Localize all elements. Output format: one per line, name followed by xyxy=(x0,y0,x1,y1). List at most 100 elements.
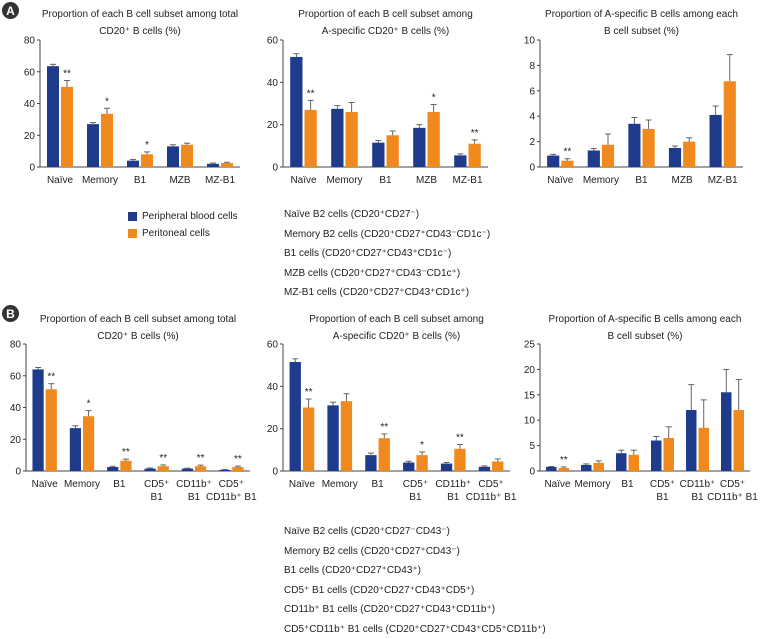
chart-a1-y-tick-label: 60 xyxy=(24,67,36,78)
chart-b2-significance-label: * xyxy=(420,440,424,451)
chart-a2-bar-peripheral xyxy=(413,128,425,167)
chart-a2-bar-peripheral xyxy=(290,57,302,167)
chart-a3-bar-peritoneal xyxy=(602,145,614,167)
chart-b3-x-tick-label: CD11b⁺ xyxy=(680,479,716,490)
chart-a2-bar-peripheral xyxy=(331,109,343,167)
chart-a2: Proportion of each B cell subset amongA-… xyxy=(267,9,488,186)
chart-a2-significance-label: ** xyxy=(471,128,479,139)
chart-b3-bar-peritoneal xyxy=(734,410,745,471)
chart-b2-bar-peritoneal xyxy=(379,438,390,471)
chart-a3-y-tick-label: 2 xyxy=(529,137,535,148)
chart-a2-y-tick-label: 0 xyxy=(272,163,278,174)
chart-b3-bar-peripheral xyxy=(581,465,592,471)
definition-b-naive: Naïve B2 cells (CD20⁺CD27⁻CD43⁻) xyxy=(284,522,546,542)
chart-b1-bar-peritoneal xyxy=(120,461,131,471)
chart-b2-x-tick-label: B1 xyxy=(447,492,460,503)
chart-b3-y-tick-label: 10 xyxy=(524,416,536,427)
chart-a2-bar-peripheral xyxy=(454,155,466,167)
chart-a1-bar-peritoneal xyxy=(61,87,73,167)
chart-b1-significance-label: * xyxy=(87,399,91,410)
legend-label-peritoneal: Peritoneal cells xyxy=(142,228,210,239)
chart-b1-significance-label: ** xyxy=(234,454,242,465)
chart-a1-bar-peripheral xyxy=(127,161,139,167)
chart-a2-bar-peritoneal xyxy=(469,144,481,167)
definition-b-cd11b-b1: CD11b⁺ B1 cells (CD20⁺CD27⁺CD43⁺CD11b⁺) xyxy=(284,600,546,620)
chart-a1-y-tick-label: 0 xyxy=(29,163,35,174)
chart-b1-x-tick-label: B1 xyxy=(151,492,164,503)
chart-b2-x-tick-label: CD11b⁺ B1 xyxy=(466,492,517,503)
chart-b2-x-tick-label: CD5⁺ xyxy=(403,479,428,490)
chart-a2-y-tick-label: 20 xyxy=(267,120,279,131)
chart-a2-bar-peritoneal xyxy=(305,110,317,167)
chart-b1-significance-label: ** xyxy=(122,447,130,458)
chart-b3-bar-peritoneal xyxy=(594,463,605,471)
chart-b1-bar-peritoneal xyxy=(158,466,169,471)
chart-a3-x-tick-label: MZB xyxy=(672,175,693,186)
chart-b2-x-tick-label: CD11b⁺ xyxy=(435,479,471,490)
chart-b3-x-tick-label: Naïve xyxy=(544,479,571,490)
chart-a1-x-tick-label: MZ-B1 xyxy=(205,175,235,186)
chart-a3-bar-peritoneal xyxy=(643,129,655,167)
chart-b1-x-tick-label: CD11b⁺ xyxy=(176,479,212,490)
chart-b1-bar-peritoneal xyxy=(232,467,243,471)
chart-b3-y-tick-label: 0 xyxy=(529,467,535,478)
chart-a2-x-tick-label: MZB xyxy=(416,175,437,186)
panel-label-a: A xyxy=(2,2,19,19)
chart-b1-x-tick-label: CD5⁺ xyxy=(219,479,244,490)
definition-a-memory: Memory B2 cells (CD20⁺CD27⁺CD43⁻CD1c⁻) xyxy=(284,225,490,245)
chart-b3-x-tick-label: B1 xyxy=(621,479,634,490)
chart-b2-bar-peripheral xyxy=(327,405,338,471)
chart-b1-x-tick-label: CD11b⁺ B1 xyxy=(206,492,257,503)
chart-a1-significance-label: ** xyxy=(63,68,71,79)
legend-item-peritoneal: Peritoneal cells xyxy=(128,225,238,242)
chart-b1-significance-label: ** xyxy=(47,372,55,383)
chart-b1-bar-peritoneal xyxy=(46,389,57,471)
chart-a1-bar-peritoneal xyxy=(101,114,113,167)
chart-a3-title-line-1: Proportion of A-specific B cells among e… xyxy=(545,9,738,20)
chart-b3-x-tick-label: Memory xyxy=(574,479,610,490)
chart-b3-bar-peripheral xyxy=(651,441,662,471)
chart-b1-y-tick-label: 60 xyxy=(10,371,22,382)
chart-a3-bar-peritoneal xyxy=(683,142,695,167)
chart-b2-bar-peritoneal xyxy=(492,461,503,471)
chart-a3: Proportion of A-specific B cells among e… xyxy=(524,9,743,186)
panel-label-b: B xyxy=(2,305,19,322)
chart-b1-y-tick-label: 20 xyxy=(10,435,22,446)
legend-swatch-peritoneal xyxy=(128,229,137,238)
chart-a1: Proportion of each B cell subset among t… xyxy=(24,9,240,186)
chart-b2-bar-peripheral xyxy=(479,467,490,471)
chart-a2-title-line-1: Proportion of each B cell subset among xyxy=(298,9,473,20)
chart-b2-x-tick-label: CD5⁺ xyxy=(478,479,503,490)
chart-a1-bar-peripheral xyxy=(207,164,219,167)
chart-a3-bar-peripheral xyxy=(710,115,722,167)
chart-b3-significance-label: ** xyxy=(560,455,568,466)
chart-b1-title-line-1: Proportion of each B cell subset among t… xyxy=(40,314,236,325)
chart-a3-y-tick-label: 4 xyxy=(529,112,535,123)
chart-b2-y-tick-label: 20 xyxy=(267,424,279,435)
chart-a1-x-tick-label: Memory xyxy=(82,175,118,186)
chart-a3-x-tick-label: B1 xyxy=(635,175,648,186)
chart-a2-bar-peritoneal xyxy=(387,135,399,167)
chart-b1-bar-peripheral xyxy=(219,470,230,471)
chart-a2-x-tick-label: Naïve xyxy=(290,175,317,186)
chart-b1-x-tick-label: CD5⁺ xyxy=(144,479,169,490)
chart-a1-x-tick-label: MZB xyxy=(169,175,190,186)
chart-a3-y-tick-label: 0 xyxy=(529,163,535,174)
chart-b3-title-line-2: B cell subset (%) xyxy=(607,331,682,342)
chart-b2-bar-peripheral xyxy=(290,362,301,471)
definition-a-naive: Naïve B2 cells (CD20⁺CD27⁻) xyxy=(284,205,490,225)
chart-b2-y-tick-label: 0 xyxy=(272,467,278,478)
chart-a2-significance-label: * xyxy=(432,93,436,104)
chart-b2-y-tick-label: 60 xyxy=(267,340,279,351)
chart-b2-bar-peripheral xyxy=(365,455,376,471)
chart-b3-bar-peritoneal xyxy=(559,468,570,471)
chart-b3-bar-peripheral xyxy=(686,410,697,471)
chart-b2-x-tick-label: B1 xyxy=(371,479,384,490)
legend: Peripheral blood cells Peritoneal cells xyxy=(128,208,238,242)
chart-a2-y-tick-label: 60 xyxy=(267,36,279,47)
definition-a-mzb: MZB cells (CD20⁺CD27⁺CD43⁻CD1c⁺) xyxy=(284,264,490,284)
chart-a1-x-tick-label: Naïve xyxy=(47,175,74,186)
chart-a1-significance-label: * xyxy=(105,96,109,107)
chart-b3-x-tick-label: CD5⁺ xyxy=(720,479,745,490)
chart-b1-x-tick-label: Memory xyxy=(64,479,100,490)
